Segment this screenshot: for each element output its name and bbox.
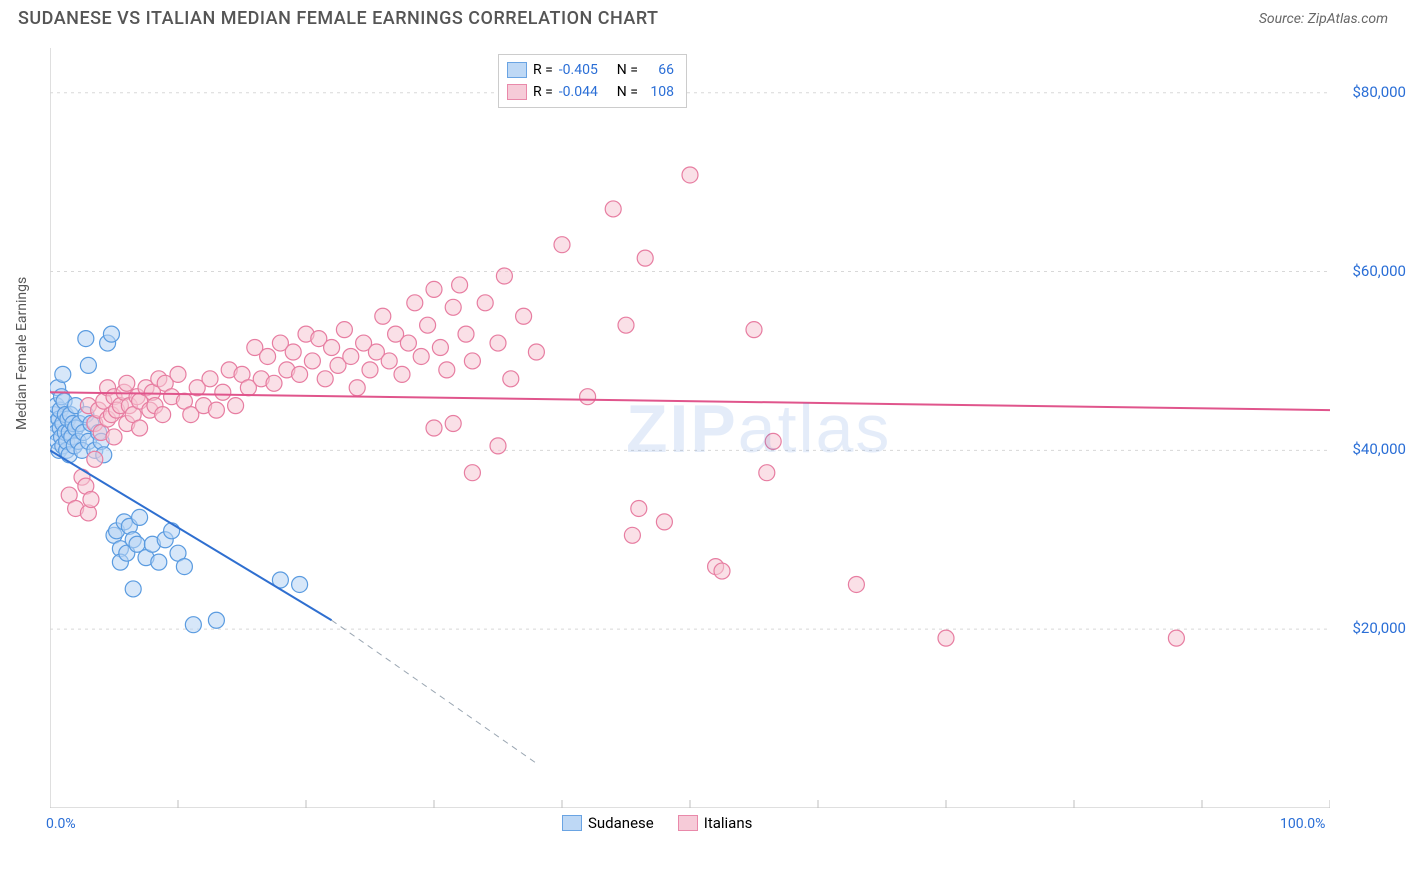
legend-label-italians: Italians xyxy=(704,814,753,832)
n-value-sudanese: 66 xyxy=(644,62,674,78)
stats-row-sudanese: R = -0.405 N = 66 xyxy=(507,59,674,81)
r-label: R = xyxy=(533,84,553,100)
y-tick-label: $80,000 xyxy=(1336,83,1406,101)
swatch-italians xyxy=(507,84,527,100)
legend-item-italians: Italians xyxy=(678,814,753,832)
r-label: R = xyxy=(533,62,553,78)
legend-label-sudanese: Sudanese xyxy=(588,814,654,832)
x-axis-label-min: 0.0% xyxy=(46,816,76,832)
n-label: N = xyxy=(617,84,638,100)
y-axis-label: Median Female Earnings xyxy=(14,277,30,430)
r-value-sudanese: -0.405 xyxy=(559,62,611,78)
series-legend: Sudanese Italians xyxy=(562,814,752,832)
y-tick-label: $60,000 xyxy=(1336,262,1406,280)
n-value-italians: 108 xyxy=(644,84,674,100)
y-tick-label: $40,000 xyxy=(1336,440,1406,458)
stats-row-italians: R = -0.044 N = 108 xyxy=(507,81,674,103)
n-label: N = xyxy=(617,62,638,78)
chart-title: SUDANESE VS ITALIAN MEDIAN FEMALE EARNIN… xyxy=(18,8,659,29)
swatch-italians xyxy=(678,815,698,831)
swatch-sudanese xyxy=(562,815,582,831)
stats-legend: R = -0.405 N = 66 R = -0.044 N = 108 xyxy=(498,54,687,108)
legend-item-sudanese: Sudanese xyxy=(562,814,654,832)
swatch-sudanese xyxy=(507,62,527,78)
source-attribution: Source: ZipAtlas.com xyxy=(1259,11,1388,27)
chart-area xyxy=(50,48,1330,812)
r-value-italians: -0.044 xyxy=(559,84,611,100)
y-tick-label: $20,000 xyxy=(1336,619,1406,637)
x-axis-label-max: 100.0% xyxy=(1280,816,1325,832)
scatter-plot xyxy=(50,48,1330,808)
